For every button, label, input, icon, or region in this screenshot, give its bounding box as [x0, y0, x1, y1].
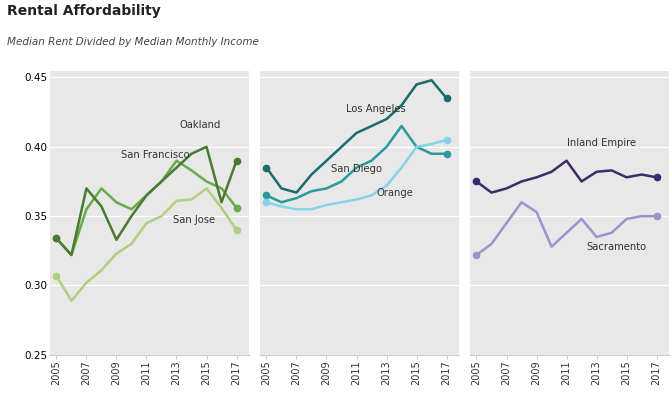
Text: Median Rent Divided by Median Monthly Income: Median Rent Divided by Median Monthly In…: [7, 37, 259, 47]
Text: San Diego: San Diego: [331, 164, 382, 174]
Text: San Jose: San Jose: [173, 215, 216, 225]
Text: Rental Affordability: Rental Affordability: [7, 4, 161, 18]
Text: Inland Empire: Inland Empire: [566, 138, 636, 148]
Text: Orange: Orange: [376, 188, 413, 198]
Text: Oakland: Oakland: [179, 120, 221, 129]
Text: Sacramento: Sacramento: [586, 242, 646, 251]
Text: Los Angeles: Los Angeles: [346, 105, 406, 115]
Text: San Francisco: San Francisco: [121, 150, 190, 160]
